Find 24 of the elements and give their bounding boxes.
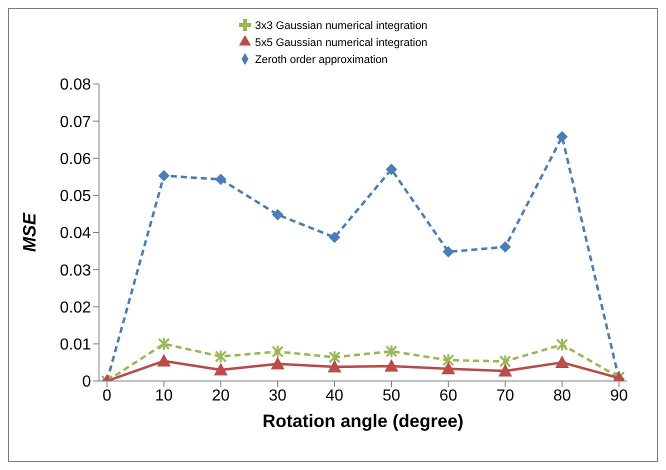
y-tick-label: 0.05 xyxy=(60,188,92,206)
y-tick-label: 0.03 xyxy=(60,262,92,280)
y-tick-label: 0.08 xyxy=(60,76,92,94)
y-tick-label: 0.07 xyxy=(60,114,92,131)
legend-label: 3x3 Gaussian numerical integration xyxy=(255,20,428,32)
x-tick-label: 50 xyxy=(382,387,400,404)
x-tick-label: 10 xyxy=(154,387,173,404)
y-tick-label: 0 xyxy=(82,374,92,391)
y-axis-title: MSE xyxy=(19,212,40,252)
y-tick-label: 0.04 xyxy=(60,225,92,242)
x-tick-label: 40 xyxy=(326,387,344,404)
y-tick-label: 0.02 xyxy=(60,299,92,316)
x-tick-label: 60 xyxy=(439,387,458,404)
x-tick-label: 90 xyxy=(610,387,628,404)
x-tick-label: 30 xyxy=(268,387,287,404)
x-axis-title: Rotation angle (degree) xyxy=(262,411,464,431)
y-tick-label: 0.06 xyxy=(60,150,92,168)
legend-label: 5x5 Gaussian numerical integration xyxy=(255,37,428,49)
y-tick-label: 0.01 xyxy=(60,336,92,354)
x-tick-label: 70 xyxy=(496,387,514,404)
legend-label: Zeroth order approximation xyxy=(255,54,388,66)
x-tick-label: 20 xyxy=(212,387,230,404)
x-tick-label: 0 xyxy=(102,387,112,404)
x-tick-label: 80 xyxy=(553,387,572,404)
